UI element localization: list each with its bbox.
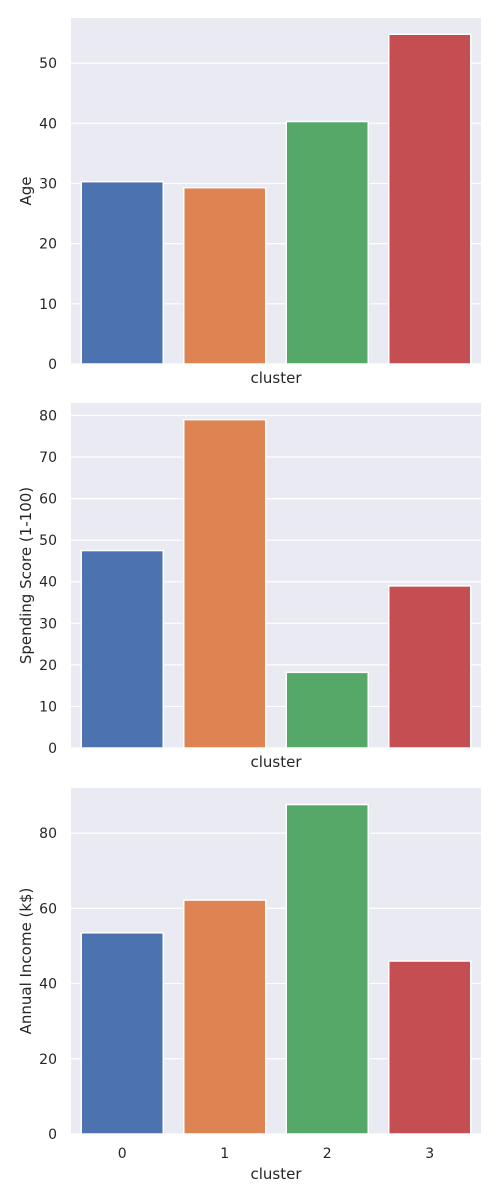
y-tick-label-2-0: 0 bbox=[48, 1127, 57, 1143]
bar-1-0 bbox=[80, 549, 164, 749]
y-tick-label-2-3: 60 bbox=[39, 901, 57, 917]
y-tick-label-1-1: 10 bbox=[39, 699, 57, 715]
y-axis-label-0: Age bbox=[17, 176, 35, 205]
y-tick-label-1-2: 20 bbox=[39, 658, 57, 674]
y-tick-label-2-2: 40 bbox=[39, 977, 57, 993]
bar-1-1 bbox=[183, 418, 267, 749]
bar-2-2 bbox=[285, 803, 369, 1135]
bar-1-2 bbox=[285, 671, 369, 749]
y-tick-label-1-8: 80 bbox=[39, 408, 57, 424]
y-tick-label-0-5: 50 bbox=[39, 56, 57, 72]
bar-1-3 bbox=[388, 585, 472, 749]
bar-2-1 bbox=[183, 899, 267, 1135]
y-tick-label-1-5: 50 bbox=[39, 533, 57, 549]
bar-0-3 bbox=[388, 33, 472, 365]
y-tick-label-0-3: 30 bbox=[39, 176, 57, 192]
y-tick-label-1-7: 70 bbox=[39, 450, 57, 466]
y-tick-label-1-0: 0 bbox=[48, 741, 57, 757]
y-tick-label-1-6: 60 bbox=[39, 492, 57, 508]
y-tick-label-1-3: 30 bbox=[39, 616, 57, 632]
x-axis-label-1: cluster bbox=[250, 753, 302, 771]
y-tick-label-0-0: 0 bbox=[48, 357, 57, 373]
y-tick-label-1-4: 40 bbox=[39, 575, 57, 591]
x-tick-label-2-2: 2 bbox=[323, 1146, 332, 1162]
y-axis-label-1: Spending Score (1-100) bbox=[17, 487, 35, 664]
x-tick-label-2-3: 3 bbox=[425, 1146, 434, 1162]
x-axis-label-2: cluster bbox=[250, 1165, 302, 1183]
y-tick-label-0-2: 20 bbox=[39, 237, 57, 253]
y-tick-label-0-4: 40 bbox=[39, 116, 57, 132]
x-tick-label-2-0: 0 bbox=[118, 1146, 127, 1162]
bar-2-0 bbox=[80, 932, 164, 1135]
bar-0-1 bbox=[183, 186, 267, 365]
y-axis-label-2: Annual Income (k$) bbox=[17, 888, 35, 1035]
y-tick-label-2-1: 20 bbox=[39, 1052, 57, 1068]
x-tick-label-2-1: 1 bbox=[220, 1146, 229, 1162]
y-tick-label-2-4: 80 bbox=[39, 826, 57, 842]
bar-0-2 bbox=[285, 120, 369, 365]
bar-0-0 bbox=[80, 180, 164, 365]
x-axis-label-0: cluster bbox=[250, 369, 302, 387]
bar-2-3 bbox=[388, 960, 472, 1135]
y-tick-label-0-1: 10 bbox=[39, 297, 57, 313]
